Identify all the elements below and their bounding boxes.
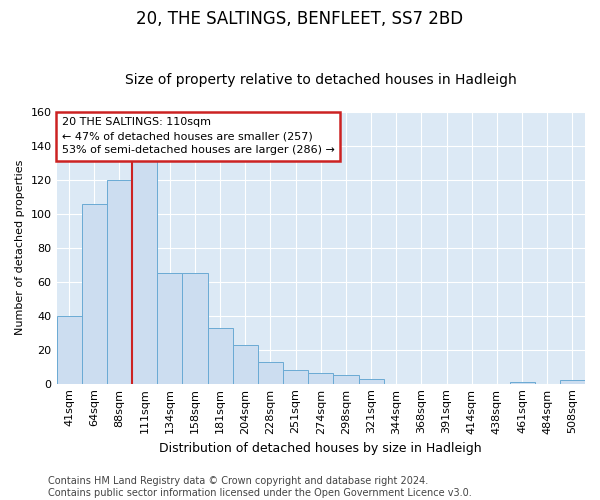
Bar — [82, 204, 107, 384]
X-axis label: Distribution of detached houses by size in Hadleigh: Distribution of detached houses by size … — [160, 442, 482, 455]
Bar — [233, 344, 258, 384]
Text: Contains HM Land Registry data © Crown copyright and database right 2024.
Contai: Contains HM Land Registry data © Crown c… — [48, 476, 472, 498]
Title: Size of property relative to detached houses in Hadleigh: Size of property relative to detached ho… — [125, 73, 517, 87]
Bar — [560, 380, 585, 384]
Bar — [308, 374, 334, 384]
Text: 20 THE SALTINGS: 110sqm
← 47% of detached houses are smaller (257)
53% of semi-d: 20 THE SALTINGS: 110sqm ← 47% of detache… — [62, 117, 335, 155]
Bar — [182, 273, 208, 384]
Bar — [132, 161, 157, 384]
Text: 20, THE SALTINGS, BENFLEET, SS7 2BD: 20, THE SALTINGS, BENFLEET, SS7 2BD — [136, 10, 464, 28]
Bar — [208, 328, 233, 384]
Bar — [56, 316, 82, 384]
Bar — [509, 382, 535, 384]
Bar — [157, 273, 182, 384]
Bar — [258, 362, 283, 384]
Bar — [107, 180, 132, 384]
Y-axis label: Number of detached properties: Number of detached properties — [15, 160, 25, 336]
Bar — [359, 378, 383, 384]
Bar — [334, 375, 359, 384]
Bar — [283, 370, 308, 384]
